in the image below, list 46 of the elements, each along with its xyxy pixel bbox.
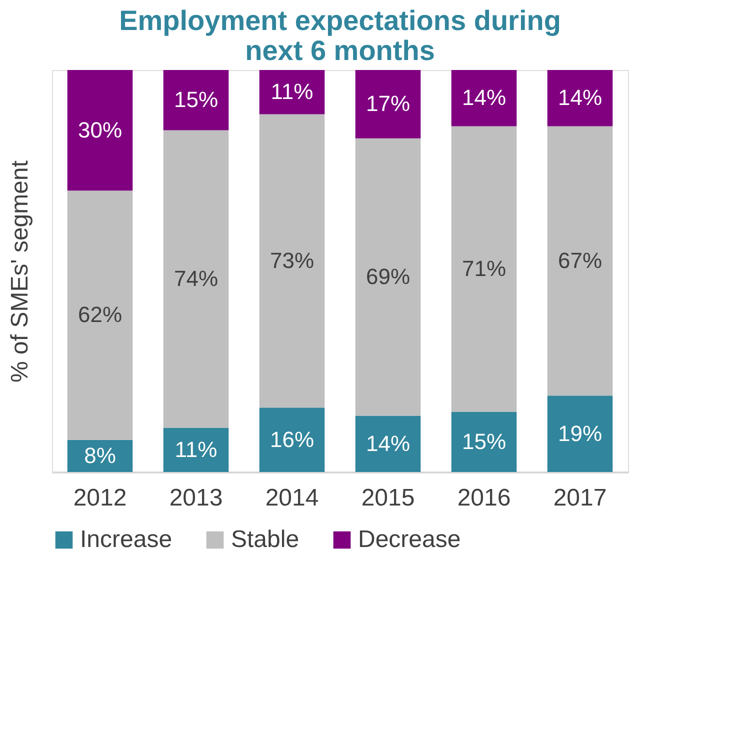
bar — [259, 114, 325, 408]
legend-label: Decrease — [358, 526, 461, 553]
data-label: 30% — [78, 117, 122, 142]
legend-label: Stable — [231, 526, 300, 553]
data-label: 15% — [174, 87, 218, 112]
data-label: 8% — [84, 442, 116, 468]
bar — [163, 70, 229, 130]
data-label: 19% — [558, 420, 602, 446]
bar — [259, 408, 325, 472]
data-label: 69% — [366, 264, 410, 290]
x-tick-label: 2017 — [553, 484, 607, 512]
chart-title: Employment expectations during next 6 months — [119, 5, 561, 66]
data-label: 14% — [462, 85, 506, 110]
data-label: 11% — [270, 79, 314, 104]
data-label: 14% — [366, 430, 410, 456]
bar — [547, 70, 613, 126]
x-tick-label: 2016 — [457, 484, 511, 512]
data-label: 14% — [558, 85, 602, 110]
bar — [259, 70, 325, 114]
data-label: 15% — [462, 428, 506, 454]
data-label: 62% — [78, 302, 122, 328]
data-label: 71% — [462, 256, 506, 281]
bar — [67, 190, 133, 440]
data-label: 17% — [366, 91, 410, 116]
bar — [67, 70, 133, 191]
bar — [163, 130, 229, 428]
bar — [451, 412, 517, 472]
bar — [163, 428, 229, 472]
bar — [451, 126, 517, 412]
data-label: 16% — [270, 426, 314, 452]
bar — [451, 70, 517, 126]
bar — [547, 396, 613, 472]
x-tick-label: 2013 — [169, 484, 223, 512]
bar — [355, 70, 421, 138]
bar — [355, 138, 421, 416]
y-axis-title: % of SMEs' segment — [6, 160, 34, 382]
data-label: 11% — [174, 436, 218, 462]
x-tick-label: 2014 — [265, 484, 319, 512]
data-label: 74% — [174, 266, 218, 292]
data-label: 67% — [558, 248, 602, 273]
x-tick-label: 2015 — [361, 484, 415, 512]
data-label: 73% — [270, 248, 314, 273]
bar — [355, 416, 421, 472]
x-tick-label: 2012 — [73, 484, 127, 512]
bar — [547, 126, 613, 396]
legend-label: Increase — [80, 526, 172, 553]
